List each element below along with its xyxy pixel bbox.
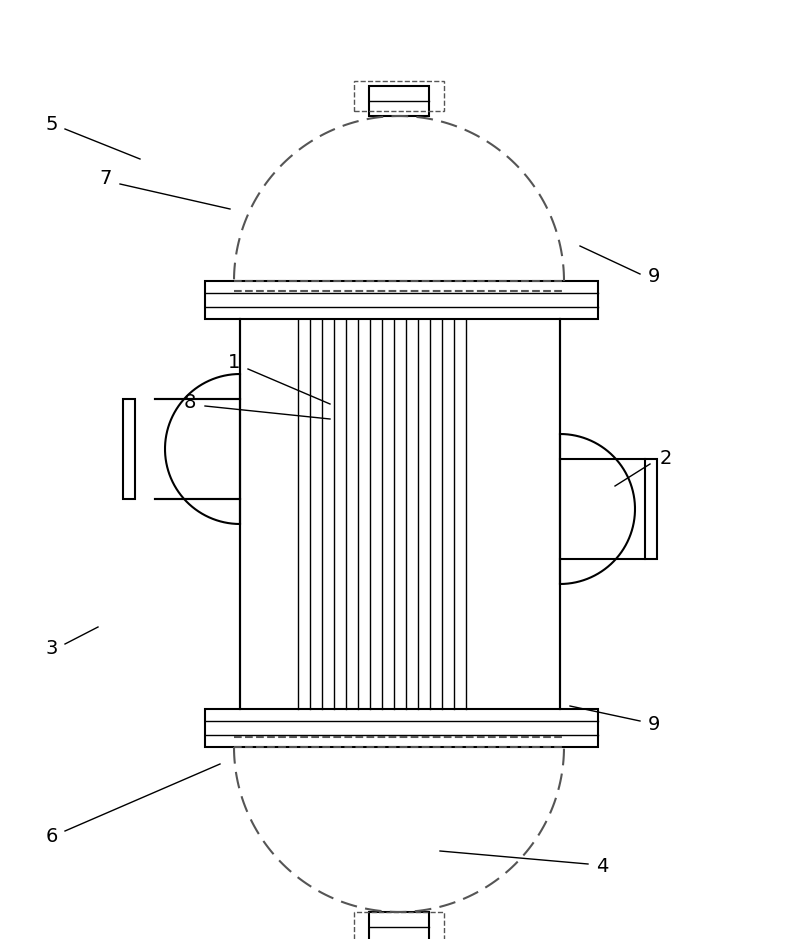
Bar [354,81,444,111]
Bar [369,86,429,116]
Text: 9: 9 [648,268,661,286]
Bar [354,912,444,939]
Text: 4: 4 [596,857,608,876]
Text: 9: 9 [648,715,661,733]
Bar [369,912,429,939]
Text: 1: 1 [227,353,240,373]
Text: 5: 5 [45,115,58,133]
Text: 8: 8 [184,393,196,411]
Bar [645,459,657,559]
Text: 6: 6 [45,827,58,846]
Text: 3: 3 [45,639,58,658]
Text: 7: 7 [100,170,112,189]
Bar [205,281,598,319]
Bar [123,399,135,499]
Bar [205,709,598,747]
Text: 2: 2 [660,450,673,469]
